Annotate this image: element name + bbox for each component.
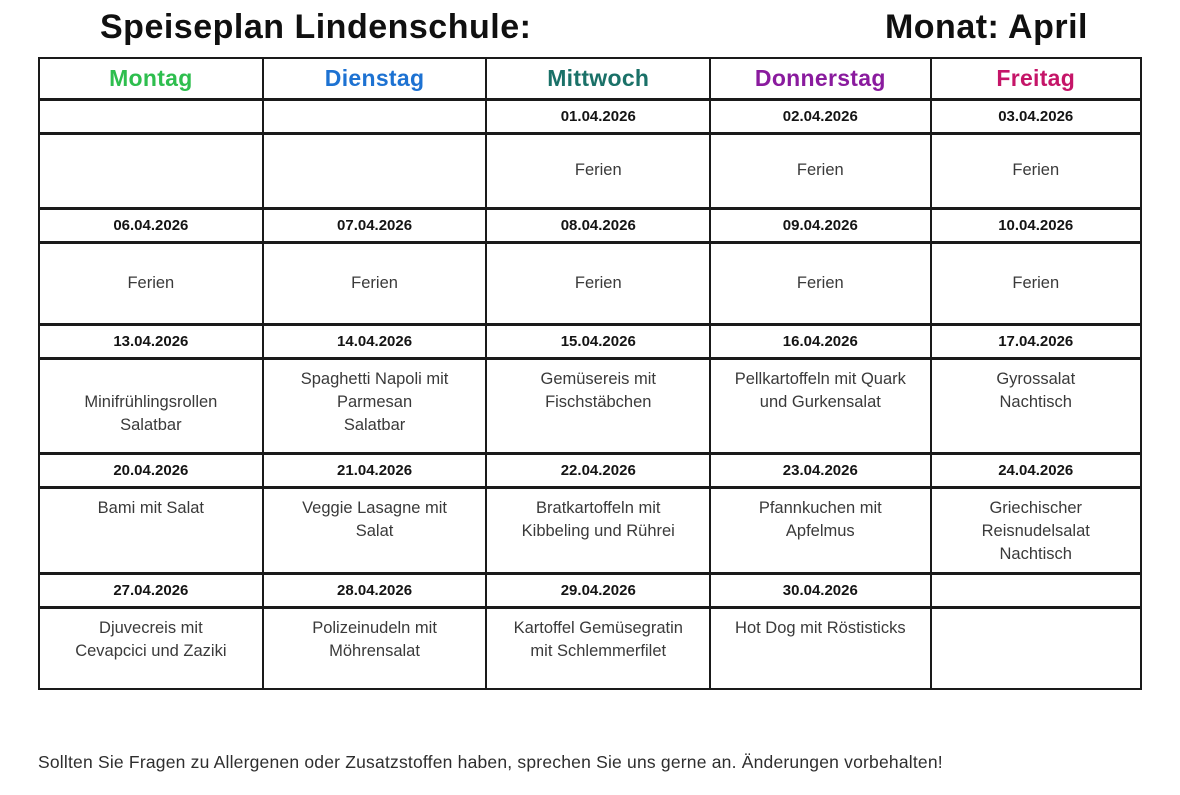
- meal-cell: Veggie Lasagne mit Salat: [261, 486, 488, 574]
- date-cell: 23.04.2026: [709, 451, 932, 489]
- meal-plan-table: Montag Dienstag Mittwoch Donnerstag Frei…: [38, 57, 1142, 690]
- meal-cell: Ferien: [929, 132, 1142, 209]
- date-cell: 08.04.2026: [485, 206, 712, 244]
- meal-cell: Pellkartoffeln mit Quark und Gurkensalat: [709, 357, 932, 454]
- meal-cell: Minifrühlingsrollen Salatbar: [38, 357, 264, 454]
- meal-cell: Ferien: [485, 241, 712, 325]
- date-cell: 09.04.2026: [709, 206, 932, 244]
- date-cell: 27.04.2026: [38, 571, 264, 609]
- column-header-dienstag: Dienstag: [261, 57, 488, 100]
- meal-cell: Griechischer Reisnudelsalat Nachtisch: [929, 486, 1142, 574]
- week2-meal-row: Ferien Ferien Ferien Ferien Ferien: [38, 241, 1142, 325]
- week4-meal-row: Bami mit Salat Veggie Lasagne mit Salat …: [38, 486, 1142, 574]
- week1-date-row: 01.04.2026 02.04.2026 03.04.2026: [38, 97, 1142, 135]
- date-cell: 15.04.2026: [485, 322, 712, 360]
- allergen-footer-note: Sollten Sie Fragen zu Allergenen oder Zu…: [38, 752, 943, 772]
- date-cell: 10.04.2026: [929, 206, 1142, 244]
- week2-date-row: 06.04.2026 07.04.2026 08.04.2026 09.04.2…: [38, 206, 1142, 244]
- title-bar: Speiseplan Lindenschule: Monat: April: [0, 8, 1180, 47]
- week5-date-row: 27.04.2026 28.04.2026 29.04.2026 30.04.2…: [38, 571, 1142, 609]
- meal-cell: Bami mit Salat: [38, 486, 264, 574]
- meal-cell: Kartoffel Gemüsegratin mit Schlemmerfile…: [485, 606, 712, 690]
- date-cell: 06.04.2026: [38, 206, 264, 244]
- date-cell: [38, 97, 264, 135]
- week1-meal-row: Ferien Ferien Ferien: [38, 132, 1142, 209]
- date-cell: 16.04.2026: [709, 322, 932, 360]
- meal-cell: Polizeinudeln mit Möhrensalat: [261, 606, 488, 690]
- date-cell: 20.04.2026: [38, 451, 264, 489]
- meal-cell: Gyrossalat Nachtisch: [929, 357, 1142, 454]
- week3-date-row: 13.04.2026 14.04.2026 15.04.2026 16.04.2…: [38, 322, 1142, 360]
- date-cell: [929, 571, 1142, 609]
- column-header-freitag: Freitag: [929, 57, 1142, 100]
- meal-cell: Hot Dog mit Röstisticks: [709, 606, 932, 690]
- date-cell: 30.04.2026: [709, 571, 932, 609]
- meal-cell: Ferien: [485, 132, 712, 209]
- date-cell: [261, 97, 488, 135]
- page-title: Speiseplan Lindenschule:: [100, 8, 532, 46]
- date-cell: 22.04.2026: [485, 451, 712, 489]
- meal-cell: Ferien: [261, 241, 488, 325]
- date-cell: 17.04.2026: [929, 322, 1142, 360]
- date-cell: 13.04.2026: [38, 322, 264, 360]
- date-cell: 07.04.2026: [261, 206, 488, 244]
- week5-meal-row: Djuvecreis mit Cevapcici und Zaziki Poli…: [38, 606, 1142, 690]
- date-cell: 28.04.2026: [261, 571, 488, 609]
- meal-cell: Gemüsereis mit Fischstäbchen: [485, 357, 712, 454]
- meal-cell: Spaghetti Napoli mit Parmesan Salatbar: [261, 357, 488, 454]
- column-header-montag: Montag: [38, 57, 264, 100]
- meal-cell: [261, 132, 488, 209]
- date-cell: 24.04.2026: [929, 451, 1142, 489]
- date-cell: 14.04.2026: [261, 322, 488, 360]
- meal-cell: Pfannkuchen mit Apfelmus: [709, 486, 932, 574]
- column-header-donnerstag: Donnerstag: [709, 57, 932, 100]
- column-header-mittwoch: Mittwoch: [485, 57, 712, 100]
- meal-cell: Ferien: [38, 241, 264, 325]
- meal-cell: Ferien: [709, 241, 932, 325]
- week3-meal-row: Minifrühlingsrollen Salatbar Spaghetti N…: [38, 357, 1142, 454]
- week4-date-row: 20.04.2026 21.04.2026 22.04.2026 23.04.2…: [38, 451, 1142, 489]
- date-cell: 03.04.2026: [929, 97, 1142, 135]
- meal-cell: [929, 606, 1142, 690]
- meal-cell: Bratkartoffeln mit Kibbeling und Rührei: [485, 486, 712, 574]
- date-cell: 29.04.2026: [485, 571, 712, 609]
- meal-cell: Djuvecreis mit Cevapcici und Zaziki: [38, 606, 264, 690]
- month-title: Monat: April: [884, 8, 1088, 46]
- meal-cell: Ferien: [709, 132, 932, 209]
- date-cell: 21.04.2026: [261, 451, 488, 489]
- meal-cell: Ferien: [929, 241, 1142, 325]
- weekday-header-row: Montag Dienstag Mittwoch Donnerstag Frei…: [38, 57, 1142, 100]
- date-cell: 02.04.2026: [709, 97, 932, 135]
- date-cell: 01.04.2026: [485, 97, 712, 135]
- meal-cell: [38, 132, 264, 209]
